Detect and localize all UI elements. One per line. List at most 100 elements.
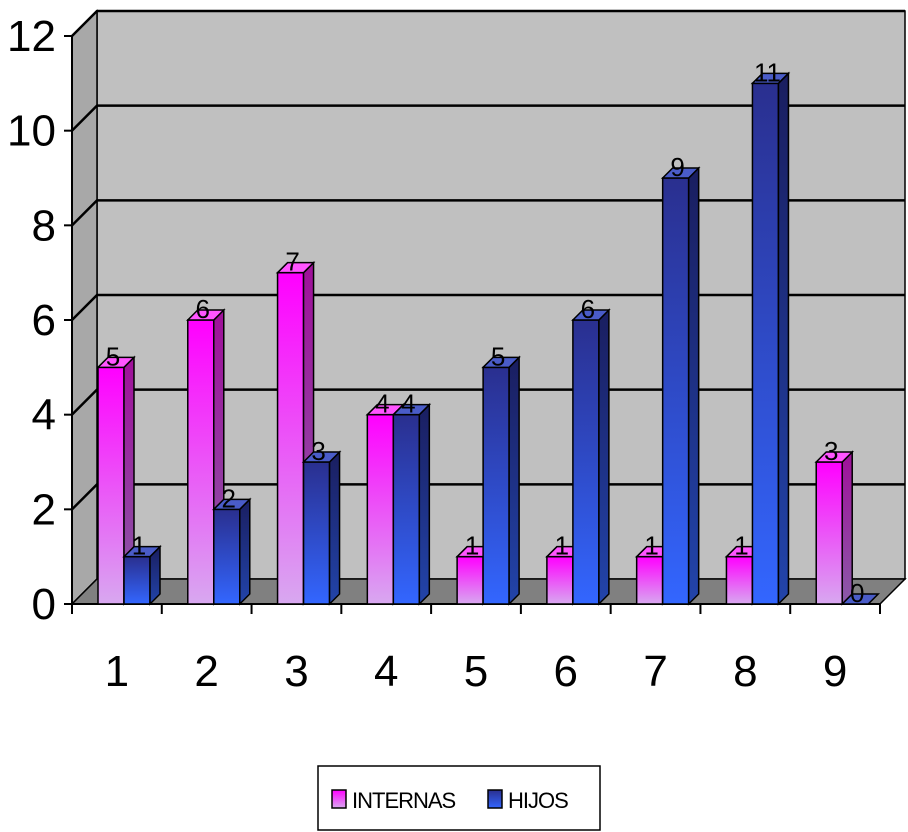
data-label-hijos-2: 2 [222, 483, 236, 513]
bar-side [328, 450, 341, 606]
bar-top [840, 593, 881, 605]
bar-top [750, 72, 791, 85]
data-label-internas-2: 6 [196, 294, 210, 324]
data-label-hijos-1: 1 [132, 531, 146, 561]
data-label-internas-1: 5 [106, 341, 120, 371]
bar-front [482, 366, 510, 605]
x-tick-label: 9 [823, 647, 847, 696]
bar-hijos-5 [481, 355, 521, 606]
y-tick-label: 4 [32, 391, 56, 440]
legend: INTERNAS HIJOS [317, 765, 601, 831]
legend-box [317, 765, 601, 831]
x-tick-label: 6 [554, 647, 578, 696]
bar-front [276, 271, 305, 605]
gridline-10 [71, 104, 905, 132]
bar-front [366, 413, 395, 605]
bar-top [481, 356, 521, 369]
bar-side [508, 355, 520, 606]
bar-front [302, 461, 331, 605]
data-label-hijos-3: 3 [311, 436, 325, 466]
bar-hijos-1 [122, 544, 162, 606]
x-tick-label: 3 [284, 647, 308, 696]
y-tick-labels: 0 2 4 6 8 10 12 [7, 12, 56, 629]
chart-gridlines [71, 9, 905, 511]
bar-hijos-8 [750, 71, 791, 606]
gridline-6 [71, 293, 905, 321]
bar-side [687, 166, 700, 606]
x-tick-label: 5 [464, 647, 488, 696]
legend-swatch [331, 789, 347, 809]
bar-front [456, 555, 484, 605]
bar-front [815, 461, 843, 605]
y-tick-label: 0 [32, 580, 56, 629]
legend-item-internas: INTERNAS [331, 788, 457, 813]
bar-front [635, 555, 664, 605]
bar-front [546, 555, 574, 605]
bar-top [96, 356, 136, 369]
x-tick-label: 7 [643, 647, 667, 696]
data-label-internas-4: 4 [375, 389, 389, 419]
bar-top [660, 167, 701, 179]
bar-front [392, 413, 421, 605]
gridline-4 [71, 388, 905, 416]
bar-side [777, 71, 790, 606]
y-tick-label: 6 [32, 296, 56, 345]
data-label-hijos-7: 9 [670, 152, 684, 182]
y-tick-label: 12 [7, 12, 56, 61]
data-label-internas-9: 3 [824, 436, 838, 466]
y-tick-label: 2 [32, 485, 56, 534]
chart-bars [96, 71, 881, 606]
bar-front [661, 177, 690, 605]
x-tick-labels: 1 2 3 4 5 6 7 8 9 [105, 647, 848, 696]
y-tick-label: 10 [7, 107, 56, 156]
bar-top [571, 309, 611, 321]
bar-hijos-9 [840, 593, 881, 605]
data-label-internas-3: 7 [285, 247, 299, 277]
bar-side [418, 402, 431, 606]
x-tick-label: 2 [194, 647, 218, 696]
data-label-hijos-4: 4 [401, 389, 415, 419]
x-tick-label: 8 [733, 647, 757, 696]
bar-front [97, 366, 125, 605]
gridline-12 [71, 9, 905, 37]
bar-internas-1 [96, 355, 136, 606]
legend-label: INTERNAS [352, 788, 456, 813]
data-label-internas-5: 1 [465, 531, 479, 561]
bar-front [187, 319, 215, 605]
data-label-internas-6: 1 [555, 531, 569, 561]
legend-swatch [487, 789, 503, 809]
data-label-hijos-5: 5 [491, 341, 505, 371]
data-label-hijos-8: 11 [754, 57, 781, 87]
bar-side [239, 497, 251, 606]
legend-item-hijos: HIJOS [487, 788, 569, 813]
data-label-internas-7: 1 [644, 531, 658, 561]
x-tick-label: 1 [105, 647, 129, 696]
gridline-2 [71, 483, 905, 511]
bar-top [391, 403, 432, 416]
data-label-hijos-6: 6 [581, 294, 595, 324]
bar-front [572, 319, 600, 605]
bar-top [301, 451, 342, 463]
bar-hijos-3 [301, 450, 342, 606]
bar-front [725, 555, 754, 605]
bar-top [814, 451, 855, 463]
bar-hijos-4 [391, 402, 432, 606]
y-tick-label: 8 [32, 201, 56, 250]
bar-front [123, 555, 151, 605]
bar-hijos-6 [571, 308, 611, 606]
bar-hijos-7 [660, 166, 701, 606]
x-tick-label: 4 [374, 647, 398, 696]
bar-front [751, 82, 780, 605]
bar-top [185, 309, 226, 321]
data-label-hijos-9: 0 [850, 578, 864, 608]
bar-side [598, 308, 610, 606]
legend-label: HIJOS [508, 788, 568, 813]
bar-top [211, 498, 252, 511]
bar-top [275, 261, 316, 274]
bar-hijos-2 [211, 497, 252, 606]
gridline-8 [71, 199, 905, 227]
bar-internas-9 [814, 450, 855, 606]
bar-front [213, 508, 241, 605]
